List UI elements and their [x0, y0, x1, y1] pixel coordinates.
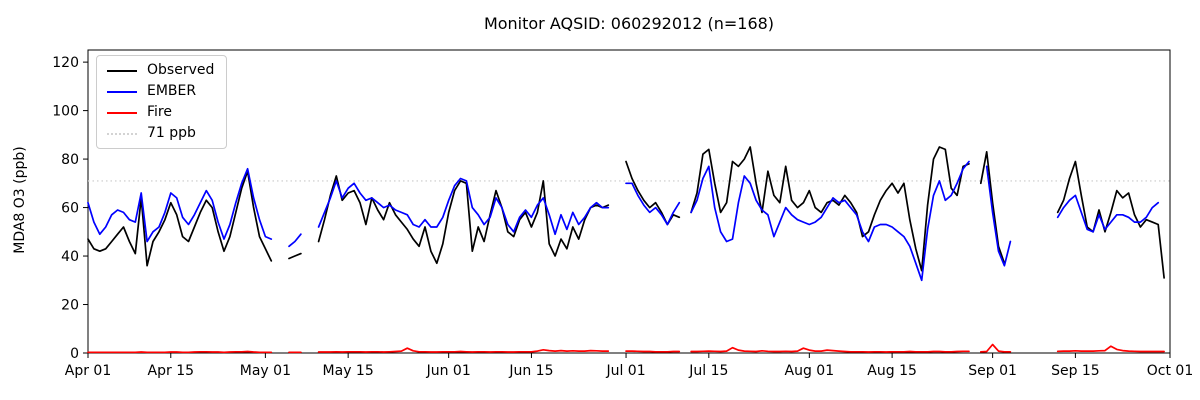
x-tick-label: Sep 15: [1051, 363, 1100, 379]
plot-border: [87, 49, 1171, 354]
x-tick-label: Apr 15: [148, 363, 194, 379]
x-tick-label: Sep 01: [968, 363, 1017, 379]
legend-swatch: [107, 69, 137, 72]
fire-line: [690, 346, 970, 353]
y-tick-label: 80: [61, 152, 79, 168]
x-tick-label: Apr 01: [65, 363, 111, 379]
fire-line: [625, 350, 681, 353]
fire-line: [1056, 345, 1165, 353]
x-tick-label: Aug 01: [785, 363, 835, 379]
y-tick-label: 120: [52, 55, 79, 71]
observed-line: [979, 150, 1006, 265]
legend-label: EMBER: [147, 83, 197, 99]
x-tick-label: May 01: [240, 363, 291, 379]
fire-line: [317, 347, 610, 353]
x-tick-label: Jul 15: [688, 363, 728, 379]
y-tick-label: 100: [52, 104, 79, 120]
observed-line: [288, 252, 302, 260]
x-tick-label: May 15: [323, 363, 374, 379]
observed-line: [317, 175, 610, 265]
x-tick-label: Jun 01: [426, 363, 471, 379]
legend-label: Observed: [147, 62, 215, 78]
legend-label: 71 ppb: [147, 125, 196, 141]
legend: Observed EMBER Fire 71 ppb: [96, 55, 228, 149]
x-tick-label: Jun 15: [508, 363, 553, 379]
fire-line: [979, 343, 1012, 353]
chart-title: Monitor AQSID: 060292012 (n=168): [483, 14, 775, 33]
ember-line: [625, 182, 681, 226]
legend-swatch: [107, 132, 137, 135]
y-tick-label: 0: [70, 346, 79, 362]
legend-label: Fire: [147, 104, 172, 120]
ember-line: [317, 177, 610, 236]
x-tick-label: Oct 01: [1147, 363, 1193, 379]
y-tick-label: 40: [61, 249, 79, 265]
ember-line: [985, 165, 1012, 267]
x-tick-label: Jul 01: [605, 363, 645, 379]
ember-line: [87, 167, 273, 243]
legend-swatch: [107, 111, 137, 114]
legend-item-ember: EMBER: [107, 84, 214, 99]
observed-line: [690, 146, 970, 272]
legend-item-71-ppb: 71 ppb: [107, 126, 214, 141]
y-tick-label: 60: [61, 201, 79, 217]
y-tick-label: 20: [61, 298, 79, 314]
legend-swatch: [107, 90, 137, 93]
x-tick-label: Aug 15: [867, 363, 917, 379]
observed-line: [1056, 160, 1165, 279]
ember-line: [288, 233, 302, 248]
observed-line: [87, 170, 273, 267]
ember-line: [690, 160, 970, 282]
legend-item-observed: Observed: [107, 63, 214, 78]
fire-line: [87, 350, 273, 354]
legend-item-fire: Fire: [107, 105, 214, 120]
ember-line: [1056, 194, 1160, 233]
